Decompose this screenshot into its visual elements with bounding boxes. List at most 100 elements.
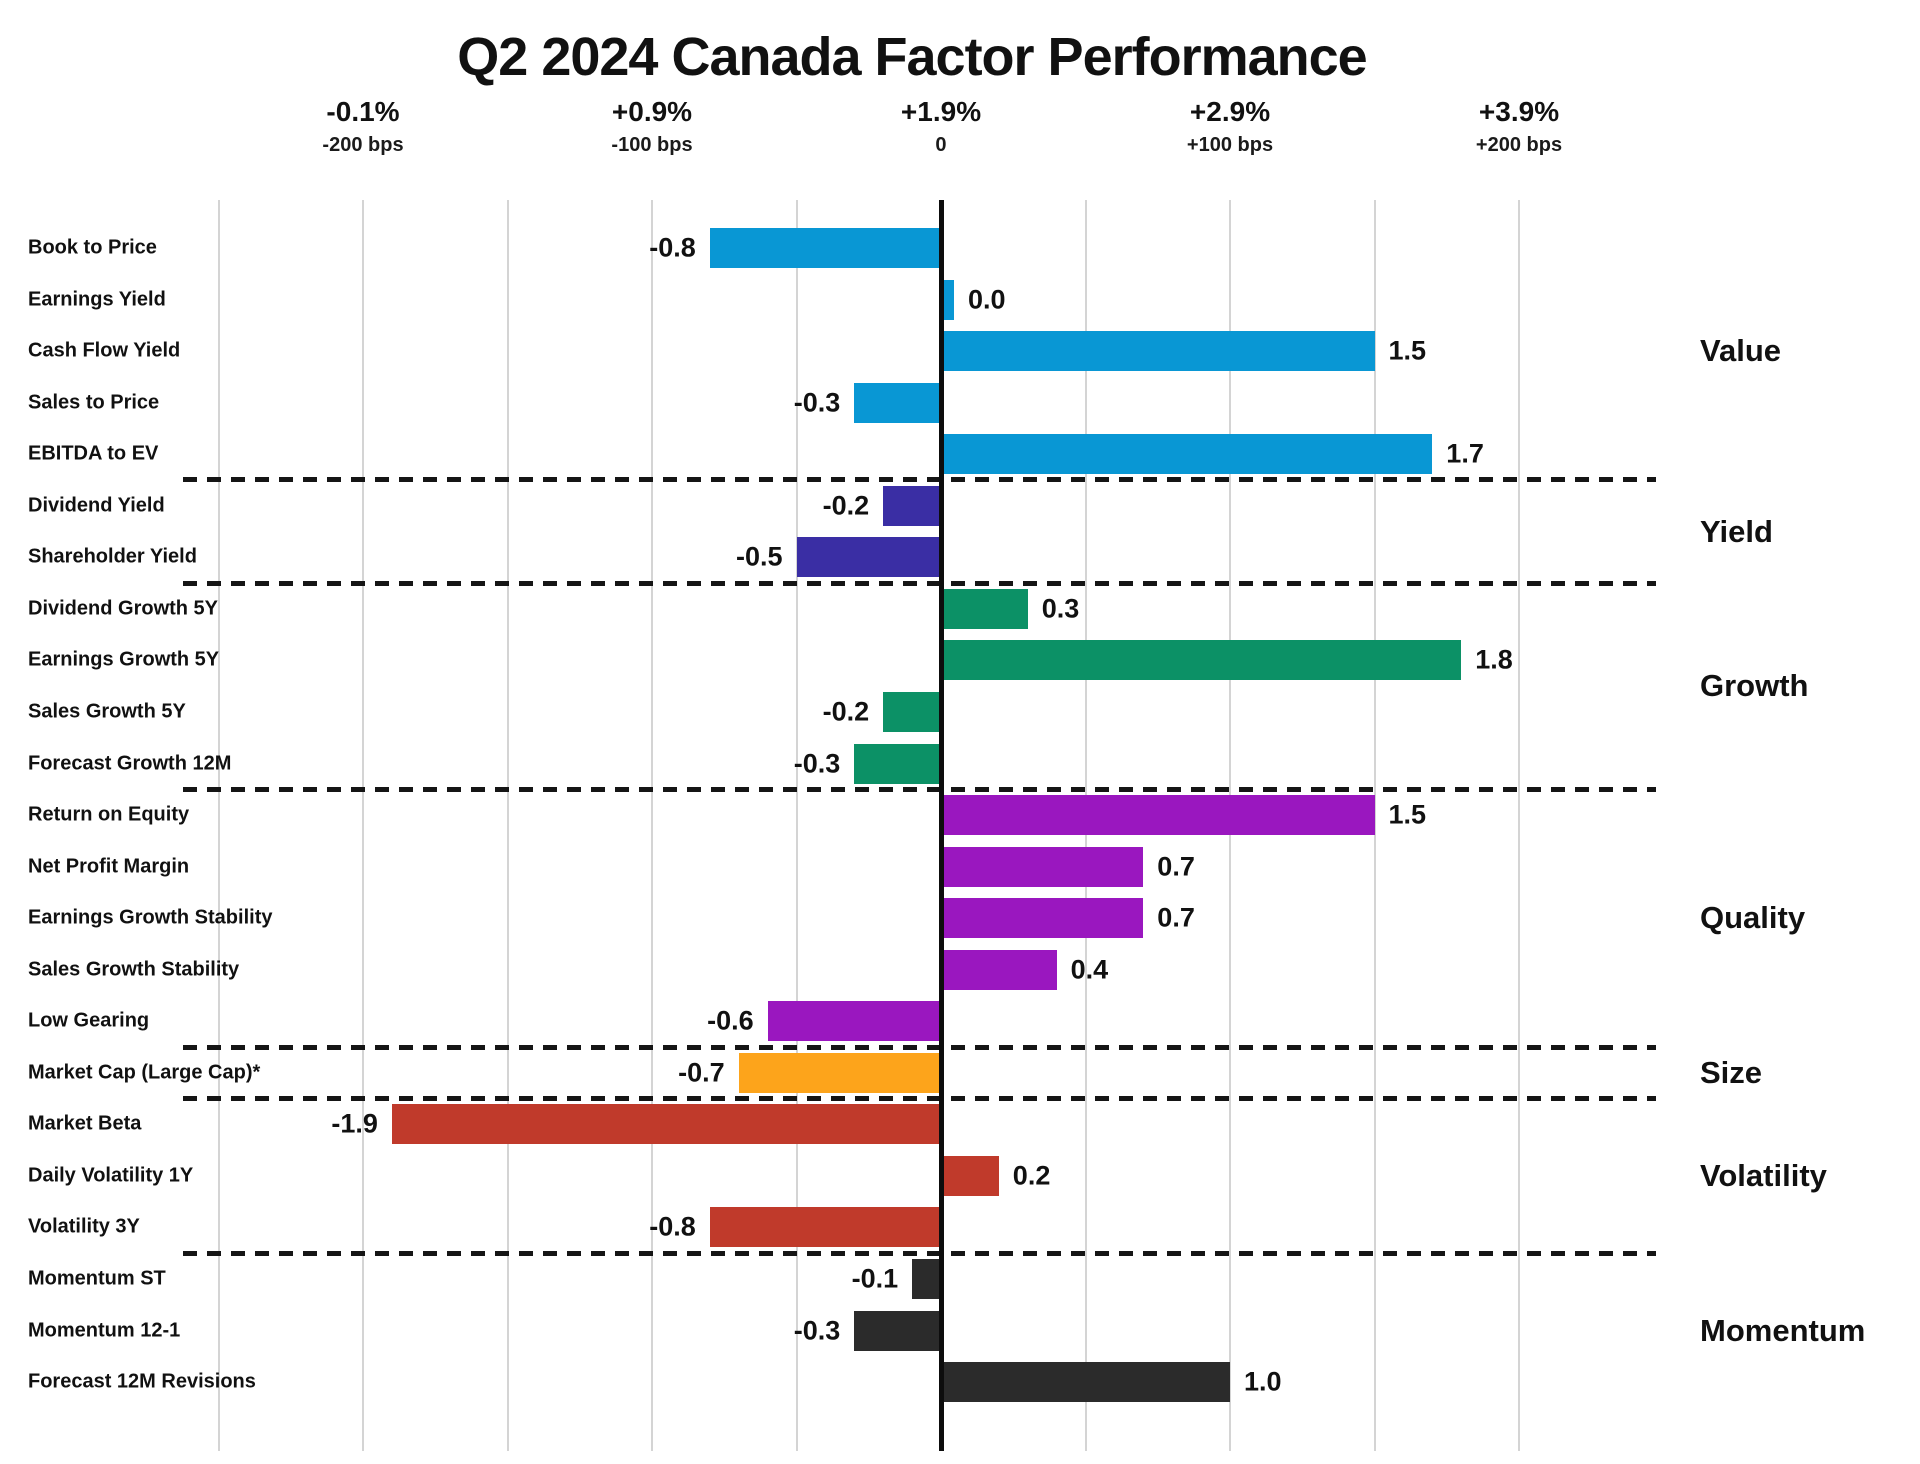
factor-bar (854, 1310, 941, 1351)
gridline (1518, 200, 1520, 1451)
factor-value-label: -0.3 (793, 1315, 841, 1346)
factor-label: Cash Flow Yield (28, 339, 181, 362)
group-label: Momentum (1700, 1312, 1866, 1348)
factor-bar (854, 382, 941, 423)
group-label: Value (1700, 333, 1781, 369)
factor-label: Sales to Price (28, 391, 160, 414)
factor-bar (796, 537, 941, 578)
factor-label: Sales Growth 5Y (28, 700, 186, 723)
factor-bar (941, 279, 954, 320)
axis-tick-percent-label: +1.9% (900, 96, 982, 127)
factor-label: Return on Equity (28, 803, 190, 826)
factor-label: Market Cap (Large Cap)* (28, 1061, 261, 1084)
factor-label: Shareholder Yield (28, 545, 197, 568)
factor-value-label: 1.7 (1446, 438, 1484, 469)
factor-bar (941, 846, 1144, 887)
factor-label: Forecast 12M Revisions (28, 1370, 256, 1393)
factor-label: Dividend Growth 5Y (28, 597, 219, 620)
factor-bar (738, 1052, 941, 1093)
factor-value-label: 0.3 (1041, 593, 1080, 624)
group-separator (183, 580, 1656, 586)
factor-value-label: 0.2 (1012, 1160, 1051, 1191)
group-separator (183, 786, 1656, 792)
axis-tick-bps-label: -100 bps (611, 134, 693, 156)
axis-tick-percent-label: -0.1% (326, 96, 400, 127)
factor-value-label: -0.3 (793, 748, 841, 778)
factor-label: Earnings Yield (28, 288, 166, 311)
gridline (1373, 200, 1376, 1451)
factor-value-label: 1.0 (1244, 1366, 1282, 1397)
group-label: Yield (1700, 513, 1773, 549)
factor-value-label: 1.8 (1475, 644, 1513, 675)
group-separator (183, 1250, 1656, 1256)
factor-bar (709, 1207, 941, 1248)
axis-tick: -0.1% -200 bps (322, 96, 403, 157)
factor-value-label: -0.6 (707, 1005, 754, 1036)
group-label: Size (1700, 1054, 1763, 1090)
group-label: Volatility (1700, 1157, 1827, 1193)
factor-bar (767, 1001, 941, 1042)
factor-value-label: 1.5 (1388, 799, 1427, 830)
axis-tick: +1.9% 0 (901, 96, 981, 157)
factor-bar (941, 1155, 999, 1196)
factor-value-label: -0.2 (822, 696, 870, 727)
zero-axis-line (938, 200, 944, 1451)
factor-bar (883, 691, 941, 732)
factor-value-label: -0.3 (793, 387, 841, 418)
factor-label: Volatility 3Y (28, 1215, 140, 1238)
factor-bar (709, 228, 941, 268)
factor-bar (941, 434, 1433, 475)
factor-label: Market Beta (28, 1112, 142, 1135)
factor-label: Earnings Growth Stability (28, 906, 273, 929)
factor-bar (883, 485, 941, 526)
factor-bar (941, 949, 1057, 990)
factor-value-label: -1.9 (331, 1108, 378, 1139)
factor-value-label: 0.7 (1157, 851, 1195, 882)
factor-label: Low Gearing (28, 1009, 150, 1032)
group-separator (183, 1096, 1656, 1102)
factor-bar (391, 1104, 941, 1145)
axis-tick-percent-label: +0.9% (611, 96, 693, 127)
factor-label: Momentum 12-1 (28, 1319, 181, 1342)
factor-bar (941, 898, 1144, 939)
axis-tick-bps-label: +100 bps (1186, 134, 1274, 156)
axis-tick-bps-label: -200 bps (322, 134, 404, 156)
chart-title: Q2 2024 Canada Factor Performance (457, 27, 1367, 87)
factor-label: Book to Price (28, 236, 157, 259)
factor-label: EBITDA to EV (28, 442, 159, 465)
factor-value-label: -0.7 (678, 1057, 725, 1088)
group-label: Growth (1700, 668, 1809, 704)
factor-bar (854, 743, 941, 784)
group-separator (183, 477, 1656, 483)
factor-value-label: 1.5 (1388, 335, 1427, 366)
factor-label: Sales Growth Stability (28, 958, 240, 981)
factor-label: Earnings Growth 5Y (28, 648, 220, 671)
axis-tick: +2.9% +100 bps (1187, 96, 1273, 157)
factor-label: Net Profit Margin (28, 855, 190, 878)
factor-bar (941, 640, 1462, 681)
factor-value-label: 0.4 (1070, 954, 1109, 985)
axis-tick: +3.9% +200 bps (1476, 96, 1562, 157)
factor-value-label: -0.8 (649, 232, 696, 263)
gridline (795, 200, 798, 1451)
factor-label: Forecast Growth 12M (28, 752, 232, 774)
factor-value-label: 0.7 (1157, 902, 1195, 933)
factor-bar (941, 588, 1028, 629)
factor-value-label: 0.0 (968, 284, 1006, 315)
factor-value-label: -0.8 (649, 1211, 696, 1242)
gridline (362, 200, 364, 1451)
gridline (651, 200, 653, 1451)
gridline (217, 200, 220, 1451)
factor-value-label: -0.2 (822, 490, 870, 521)
axis-tick-bps-label: +200 bps (1475, 134, 1563, 156)
axis-tick-bps-label: 0 (935, 134, 947, 156)
axis-tick-percent-label: +2.9% (1189, 96, 1271, 127)
factor-bar (912, 1259, 941, 1299)
factor-value-label: -0.1 (851, 1263, 899, 1294)
axis-tick: +0.9% -100 bps (611, 96, 692, 157)
factor-label: Daily Volatility 1Y (28, 1164, 194, 1187)
factor-label: Dividend Yield (28, 494, 165, 517)
gridline (506, 200, 509, 1451)
factor-bar (941, 795, 1375, 836)
